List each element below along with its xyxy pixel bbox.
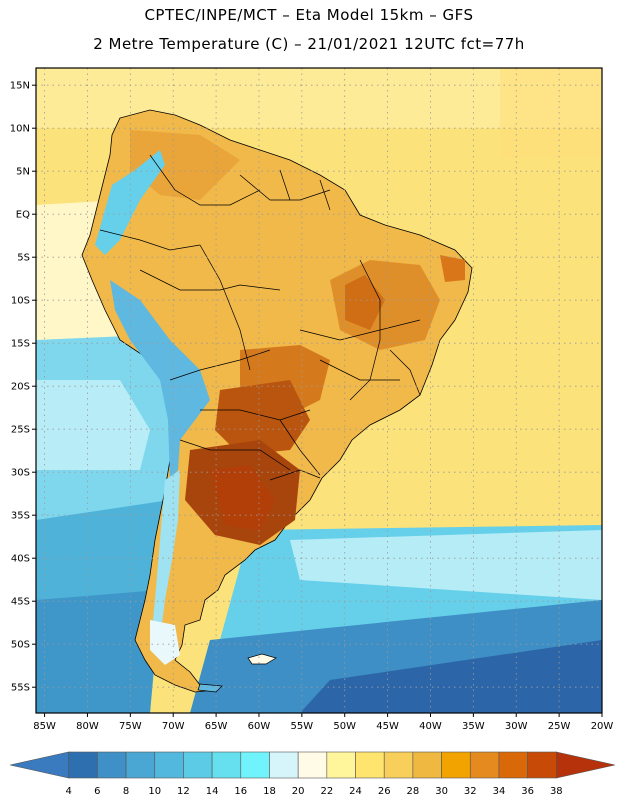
lat-tick-label: 45S bbox=[11, 597, 30, 608]
lat-tick-label: 20S bbox=[11, 382, 30, 393]
colorbar-swatch bbox=[412, 751, 442, 779]
lon-tick-label: 75W bbox=[119, 721, 142, 732]
colorbar-swatch bbox=[355, 751, 385, 779]
natal-hot-region bbox=[440, 255, 465, 282]
longitude-axis: 85W 80W 75W 70W 65W 60W 55W 50W 45W 40W 35W 30W 25W 2… bbox=[33, 713, 613, 732]
map-frame bbox=[35, 67, 603, 714]
lat-tick-label: 35S bbox=[11, 511, 30, 522]
lat-tick-label: 55S bbox=[11, 683, 30, 694]
lat-tick-label: 30S bbox=[11, 468, 30, 479]
pacific-cold-band bbox=[36, 590, 160, 713]
colorbar-swatch bbox=[269, 751, 299, 779]
colorbar-label: 10 bbox=[148, 786, 161, 797]
lat-tick-label: 15N bbox=[10, 81, 30, 92]
lon-tick-label: 85W bbox=[33, 721, 56, 732]
northeast-hot-region bbox=[345, 275, 385, 330]
colorbar-swatch bbox=[154, 751, 184, 779]
lon-tick-label: 65W bbox=[205, 721, 228, 732]
colorbar-label: 38 bbox=[550, 786, 563, 797]
colorbar-swatch bbox=[125, 751, 156, 779]
colorbar-label: 24 bbox=[349, 786, 362, 797]
lat-tick-label: 5N bbox=[16, 167, 30, 178]
colorbar-label: 6 bbox=[94, 786, 100, 797]
lon-tick-label: 70W bbox=[162, 721, 185, 732]
andes-south-cold bbox=[150, 470, 180, 650]
lon-tick-label: 50W bbox=[333, 721, 356, 732]
colorbar-label: 20 bbox=[292, 786, 305, 797]
colorbar-swatch bbox=[240, 751, 270, 779]
lat-tick-label: 5S bbox=[17, 253, 30, 264]
colorbar-swatch bbox=[527, 751, 557, 779]
atlantic-light-band bbox=[290, 530, 602, 600]
lon-tick-label: 25W bbox=[548, 721, 571, 732]
lon-tick-label: 40W bbox=[419, 721, 442, 732]
colorbar-label: 18 bbox=[263, 786, 276, 797]
north-warm-region bbox=[130, 130, 240, 200]
colorbar-swatch bbox=[97, 751, 127, 779]
andes-central-cold bbox=[110, 280, 210, 480]
lon-tick-label: 30W bbox=[505, 721, 528, 732]
lon-tick-label: 45W bbox=[376, 721, 399, 732]
colorbar-label: 26 bbox=[378, 786, 391, 797]
pacific-light-band bbox=[36, 380, 150, 470]
colorbar-swatch bbox=[326, 751, 356, 779]
lat-tick-label: 15S bbox=[11, 339, 30, 350]
lon-tick-label: 80W bbox=[76, 721, 99, 732]
colorbar-label: 12 bbox=[177, 786, 190, 797]
map-title: CPTEC/INPE/MCT – Eta Model 15km – GFS bbox=[144, 6, 474, 24]
andes-north-cold bbox=[95, 150, 165, 255]
lon-tick-label: 55W bbox=[291, 721, 314, 732]
colorbar-label: 36 bbox=[521, 786, 534, 797]
colorbar-swatch bbox=[383, 751, 414, 779]
lat-tick-label: 40S bbox=[11, 554, 30, 565]
colorbar-label: 14 bbox=[206, 786, 219, 797]
colorbar-swatch bbox=[68, 751, 98, 779]
colorbar-swatch bbox=[441, 751, 471, 779]
colorbar-label: 28 bbox=[407, 786, 420, 797]
falkland-islands bbox=[247, 653, 277, 665]
colorbar-swatch bbox=[469, 751, 500, 779]
colorbar-swatch bbox=[211, 751, 242, 779]
lat-tick-label: 10S bbox=[11, 296, 30, 307]
colorbar-swatch bbox=[498, 751, 528, 779]
colorbar-swatch bbox=[297, 751, 328, 779]
colorbar-label: 34 bbox=[493, 786, 506, 797]
colorbar-low-arrow bbox=[9, 751, 69, 779]
color-bar: 4 6 8 10 12 14 16 18 20 22 24 26 28 30 32 34 36 38 bbox=[9, 751, 616, 797]
colorbar-high-arrow bbox=[556, 751, 616, 779]
lat-tick-label: 10N bbox=[10, 124, 30, 135]
lat-tick-label: EQ bbox=[16, 210, 30, 221]
atlantic-north-band bbox=[500, 68, 602, 158]
colorbar-swatch bbox=[183, 751, 213, 779]
chaco-hot-region bbox=[215, 380, 310, 455]
atlantic-coldest-band bbox=[300, 640, 602, 713]
colorbar-label: 4 bbox=[65, 786, 71, 797]
lon-tick-label: 35W bbox=[462, 721, 485, 732]
map-subtitle: 2 Metre Temperature (C) – 21/01/2021 12U… bbox=[93, 35, 525, 53]
graticule bbox=[36, 68, 602, 713]
lon-tick-label: 20W bbox=[591, 721, 614, 732]
colorbar-label: 32 bbox=[464, 786, 477, 797]
colorbar-label: 16 bbox=[234, 786, 247, 797]
colorbar-label: 22 bbox=[320, 786, 333, 797]
patagonia-ice bbox=[150, 620, 180, 665]
lon-tick-label: 60W bbox=[248, 721, 271, 732]
colorbar-label: 30 bbox=[435, 786, 448, 797]
lat-tick-label: 25S bbox=[11, 425, 30, 436]
colorbar-label: 8 bbox=[123, 786, 129, 797]
lat-tick-label: 50S bbox=[11, 640, 30, 651]
latitude-axis: 15N 10N 5N EQ 5S 10S 15S 20S 25S 30S 35S 40S 45S 50S 5… bbox=[10, 81, 36, 694]
country-borders bbox=[99, 154, 421, 481]
